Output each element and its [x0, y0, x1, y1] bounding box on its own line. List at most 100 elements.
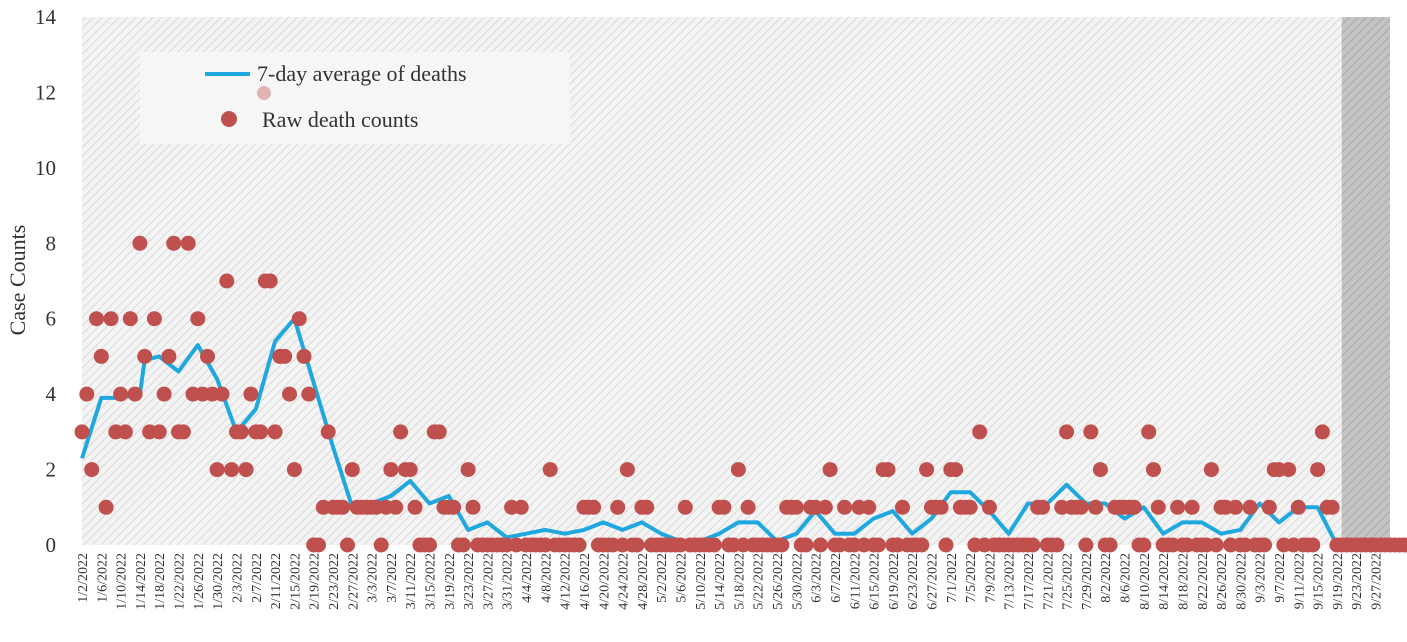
x-tick-label: 9/7/2022: [1273, 553, 1288, 603]
dot-raw-death-count: [1203, 462, 1219, 478]
x-tick-label: 2/27/2022: [346, 553, 361, 610]
dot-raw-death-count: [122, 311, 138, 327]
dot-raw-death-count: [813, 537, 828, 553]
x-tick-label: 4/24/2022: [617, 553, 632, 610]
series-7-day-average: [80, 316, 1390, 547]
dot-raw-death-count: [1305, 537, 1321, 553]
x-tick-label: 9/19/2022: [1331, 553, 1346, 610]
dot-raw-death-count: [571, 537, 587, 553]
dot-raw-death-count: [1083, 424, 1099, 440]
dot-raw-death-count: [716, 499, 732, 515]
legend-box: [140, 52, 570, 144]
dot-raw-death-count: [402, 462, 418, 478]
x-tick-label: 9/11/2022: [1292, 553, 1307, 609]
x-tick-label: 8/10/2022: [1138, 553, 1153, 610]
dot-raw-death-count: [175, 424, 191, 440]
legend-dot-swatch: [221, 111, 237, 127]
dot-raw-death-count: [286, 462, 302, 478]
dot-raw-death-count: [161, 348, 177, 364]
dot-raw-death-count: [1242, 499, 1258, 515]
dot-raw-death-count: [455, 537, 471, 553]
dot-raw-death-count: [542, 462, 558, 478]
dot-raw-death-count: [146, 311, 162, 327]
dot-raw-death-count: [919, 462, 935, 478]
x-tick-label: 1/10/2022: [115, 553, 130, 610]
dot-raw-death-count: [156, 386, 172, 402]
dot-raw-death-count: [253, 424, 269, 440]
dot-raw-death-count: [335, 499, 351, 515]
x-tick-label: 7/5/2022: [964, 553, 979, 603]
dot-raw-death-count: [219, 273, 235, 289]
x-tick-label: 1/2/2022: [76, 553, 91, 603]
dot-raw-death-count: [460, 462, 476, 478]
dot-raw-death-count: [837, 499, 853, 515]
dot-raw-death-count: [113, 386, 129, 402]
dot-raw-death-count: [388, 499, 404, 515]
x-tick-label: 9/15/2022: [1312, 553, 1327, 610]
dot-raw-death-count: [639, 499, 655, 515]
dot-raw-death-count: [513, 499, 529, 515]
dot-raw-death-count: [817, 499, 833, 515]
dot-raw-death-count: [311, 537, 326, 553]
dot-raw-death-count: [233, 424, 249, 440]
dot-raw-death-count: [301, 386, 317, 402]
dot-raw-death-count: [1025, 537, 1041, 553]
dot-raw-death-count: [89, 311, 104, 327]
x-tick-label: 5/22/2022: [752, 553, 767, 610]
x-tick-label: 6/19/2022: [887, 553, 902, 610]
x-tick-label: 7/29/2022: [1080, 553, 1095, 610]
dot-raw-death-count: [861, 499, 877, 515]
dot-raw-death-count: [774, 537, 790, 553]
dot-raw-death-count: [1059, 424, 1075, 440]
dot-raw-death-count: [914, 537, 930, 553]
x-tick-label: 3/3/2022: [366, 553, 381, 603]
dot-raw-death-count: [677, 499, 693, 515]
dot-raw-death-count: [127, 386, 143, 402]
dot-raw-death-count: [267, 424, 283, 440]
dot-raw-death-count: [1170, 499, 1186, 515]
dot-raw-death-count: [98, 499, 114, 515]
dot-raw-death-count: [1088, 499, 1104, 515]
x-tick-label: 6/23/2022: [906, 553, 921, 610]
dot-raw-death-count: [393, 424, 409, 440]
dot-raw-death-count: [1324, 499, 1340, 515]
dot-raw-death-count: [1146, 462, 1161, 478]
x-tick-label: 7/21/2022: [1041, 553, 1056, 610]
dot-raw-death-count: [74, 424, 90, 440]
dot-raw-death-count: [586, 499, 602, 515]
x-tick-label: 8/30/2022: [1234, 553, 1249, 610]
dot-raw-death-count: [383, 462, 399, 478]
dot-raw-death-count: [1092, 462, 1108, 478]
dot-raw-death-count: [431, 424, 447, 440]
dot-raw-death-count: [895, 499, 910, 515]
dot-raw-death-count: [1228, 499, 1243, 515]
dot-raw-death-count: [407, 499, 423, 515]
dot-raw-death-count: [132, 235, 148, 251]
dot-raw-death-count: [798, 537, 814, 553]
x-tick-label: 4/4/2022: [520, 553, 535, 603]
dot-raw-death-count: [972, 424, 988, 440]
dot-raw-death-count: [981, 499, 997, 515]
dot-raw-death-count: [320, 424, 336, 440]
x-tick-label: 6/3/2022: [810, 553, 825, 603]
dot-raw-death-count: [344, 462, 360, 478]
x-tick-label: 7/9/2022: [983, 553, 998, 603]
dot-raw-death-count: [1073, 499, 1089, 515]
dot-raw-death-count: [1126, 499, 1142, 515]
x-tick-label: 5/26/2022: [771, 553, 786, 610]
dot-raw-death-count: [1290, 499, 1306, 515]
dot-raw-death-count: [740, 499, 756, 515]
x-tick-label: 3/31/2022: [501, 553, 516, 610]
x-tick-label: 3/19/2022: [443, 553, 458, 610]
dot-raw-death-count: [1310, 462, 1326, 478]
x-tick-label: 6/15/2022: [868, 553, 883, 610]
x-tick-label: 4/28/2022: [636, 553, 651, 610]
x-tick-label: 5/14/2022: [713, 553, 728, 610]
dot-raw-death-count: [422, 537, 437, 553]
y-tick-label: 4: [46, 382, 57, 406]
x-tick-label: 1/22/2022: [173, 553, 188, 610]
x-tick-label: 3/7/2022: [385, 553, 400, 603]
y-tick-label: 6: [46, 307, 57, 331]
dot-raw-death-count: [137, 348, 153, 364]
x-tick-label: 5/6/2022: [674, 553, 689, 603]
